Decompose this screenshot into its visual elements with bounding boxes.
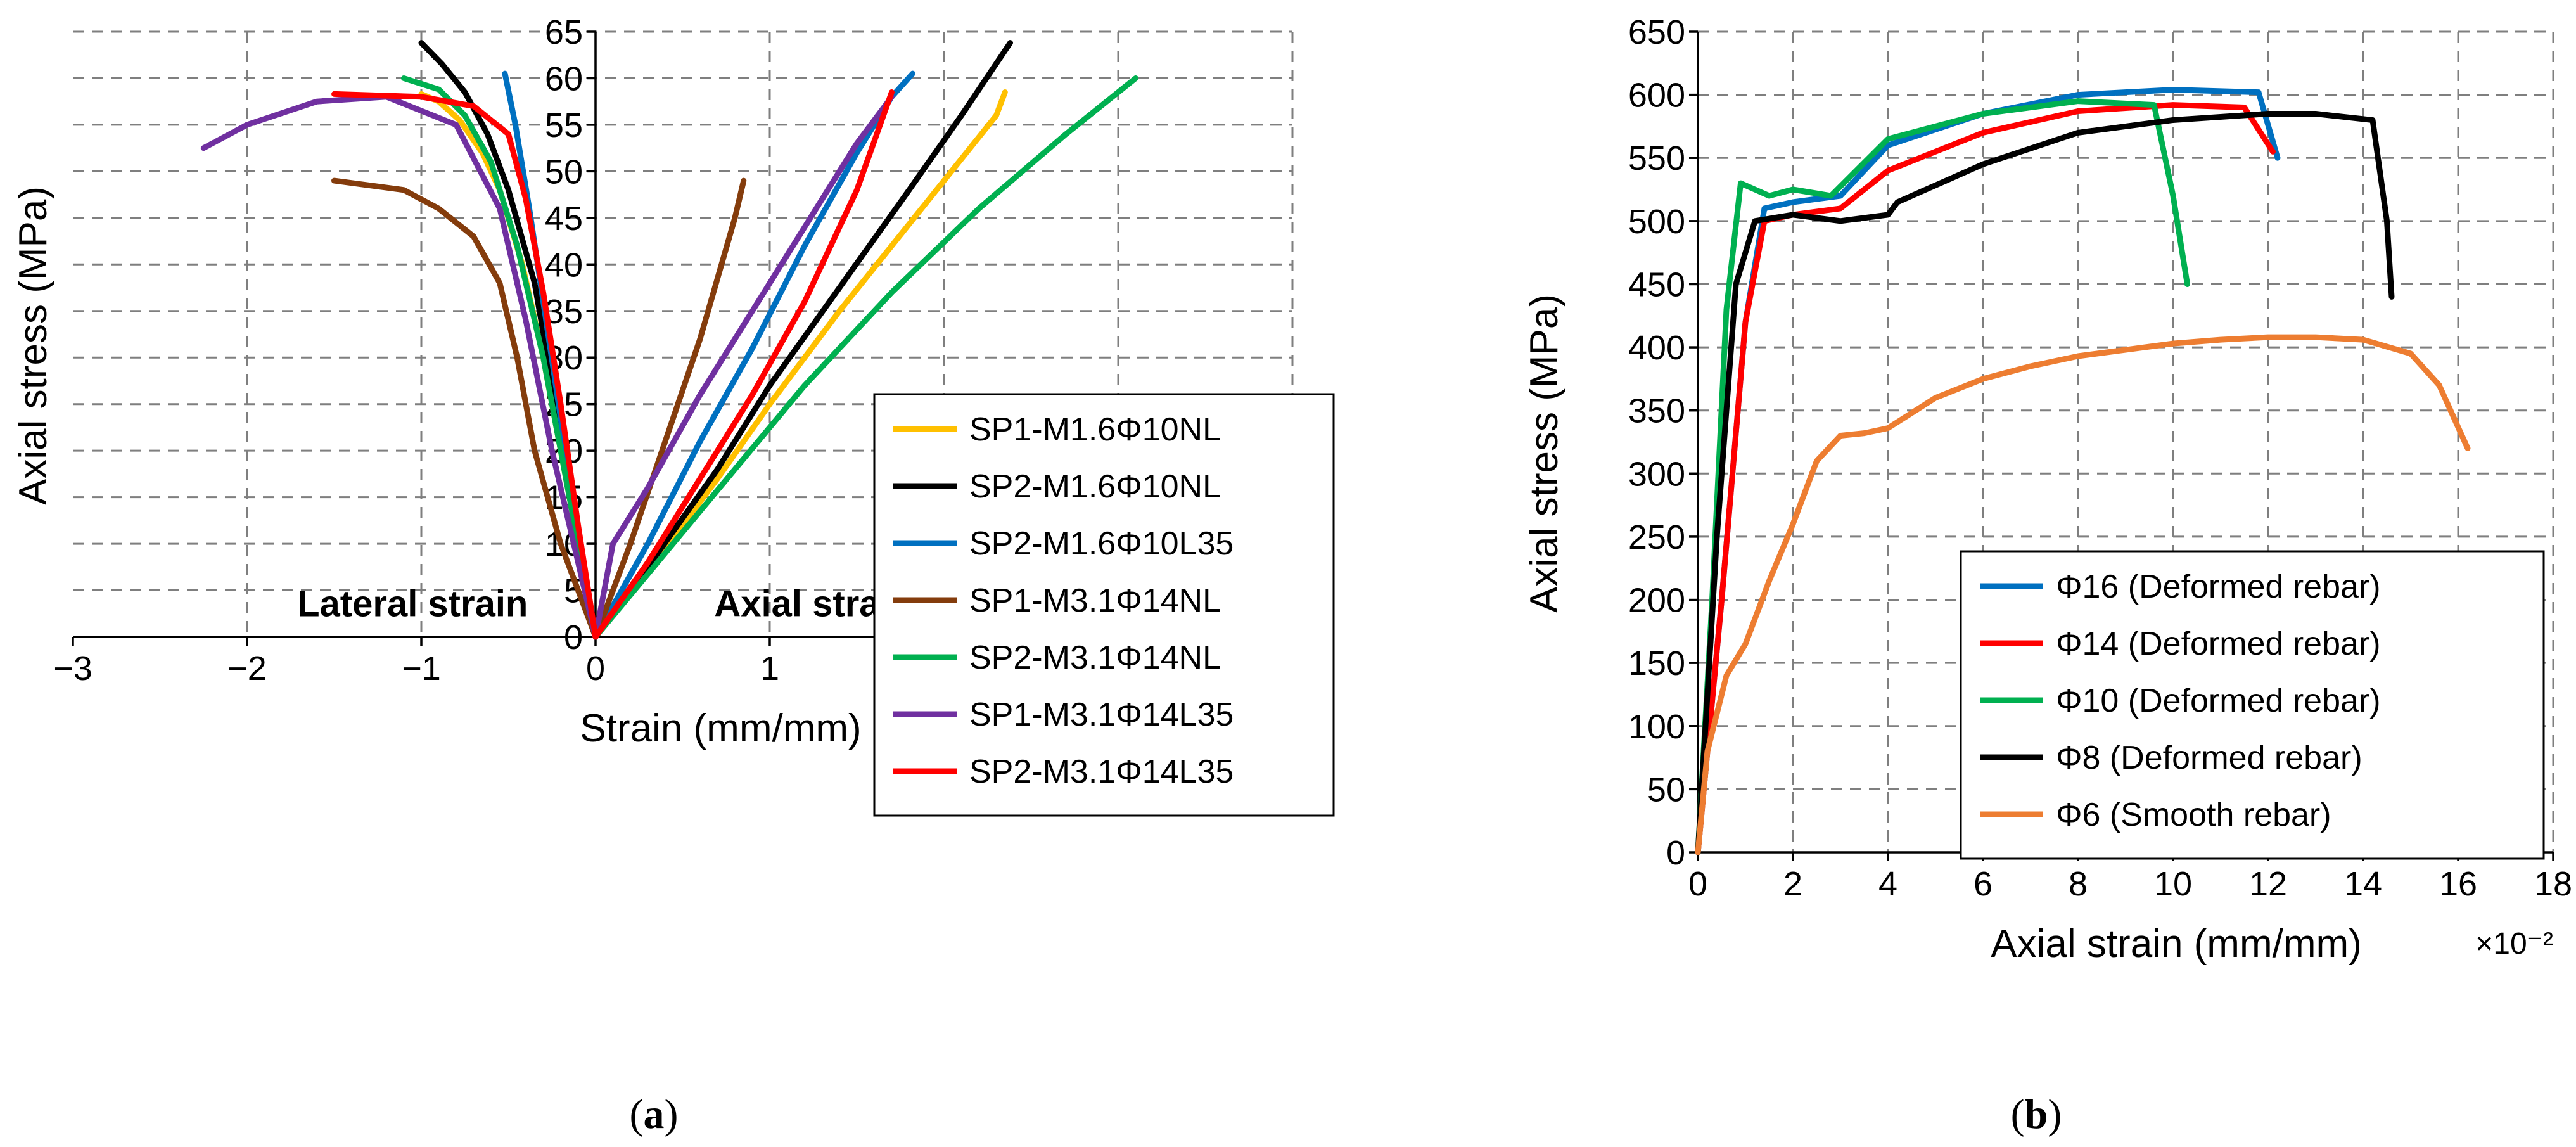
panel-a-series-lateral-line-6 <box>200 94 599 640</box>
panel-b-chart: 0 2 4 6 8 10 12 14 16 18 0 50 100 150 200 250 300 350 400 4… <box>1522 13 2572 1137</box>
panel-a-legend-box <box>873 393 1335 817</box>
panel-a-series-line-6 <box>592 94 895 640</box>
panel-b-y-tick-label: 200 <box>1628 582 1685 620</box>
panel-b-x-tick-label: 16 <box>2439 865 2477 903</box>
panel-a-y-tick-label: 0 <box>564 618 583 657</box>
panel-a-legend-label: SP2-M3.1Φ14L35 <box>969 753 1234 790</box>
panel-b-x-axis-title: Axial strain (mm/mm) <box>1991 922 2362 966</box>
panel-a-series-lateral-line-5 <box>401 75 599 640</box>
panel-a-x-tick-label: 0 <box>586 650 605 688</box>
panel-b-x-tick-label: 14 <box>2344 865 2382 903</box>
panel-a-series-lateral-line-4 <box>331 177 599 640</box>
panel-b-y-tick-label: 350 <box>1628 392 1685 430</box>
panel-b-x-tick-label: 0 <box>1688 865 1707 903</box>
panel-b-series-line-4 <box>1695 111 2395 855</box>
panel-b-y-tick-label: 600 <box>1628 77 1685 115</box>
panel-a-x-tick-label: −2 <box>227 650 267 688</box>
panel-b-caption: (b) <box>2011 1091 2062 1137</box>
panel-a-y-tick-label: 45 <box>545 200 583 238</box>
panel-a-caption: (a) <box>630 1091 679 1137</box>
panel-a-series-line-2 <box>592 40 1013 640</box>
panel-b-y-tick-label: 450 <box>1628 266 1685 304</box>
panel-a-chart: −3−2−10123405101520253035404550556065Str… <box>11 13 1335 1137</box>
panel-b-x-tick-label: 2 <box>1783 865 1802 903</box>
panel-b-x-tick-label: 8 <box>2069 865 2088 903</box>
panel-a-series-line-3 <box>592 70 915 640</box>
panel-b-legend-label: Φ10 (Deformed rebar) <box>2056 682 2381 719</box>
panel-a-legend-label: SP2-M1.6Φ10L35 <box>969 525 1234 562</box>
panel-b-x-tick-label: 12 <box>2249 865 2287 903</box>
panel-b-y-tick-label: 150 <box>1628 644 1685 682</box>
panel-b-legend-label: Φ14 (Deformed rebar) <box>2056 625 2381 662</box>
panel-a-legend-label: SP2-M1.6Φ10NL <box>969 468 1221 505</box>
panel-b-series-line-5 <box>1695 334 2471 855</box>
panel-a-x-tick-label: −3 <box>53 650 92 688</box>
panel-a-x-tick-label: 1 <box>760 650 779 688</box>
panel-a-y-tick-label: 60 <box>545 60 583 98</box>
panel-b-x-scale-multiplier: ×10⁻² <box>2475 927 2553 961</box>
panel-b-y-tick-label: 400 <box>1628 329 1685 367</box>
panel-a-series-lateral-line-7 <box>331 91 599 640</box>
panel-a-y-tick-label: 65 <box>545 13 583 51</box>
panel-b-y-tick-label: 250 <box>1628 518 1685 556</box>
panel-a-y-tick-label: 35 <box>545 293 583 331</box>
panel-b-series-line-2 <box>1695 102 2276 855</box>
panel-b-y-tick-label: 0 <box>1666 834 1685 872</box>
panel-b-x-tick-label: 6 <box>1973 865 1993 903</box>
panel-b-y-tick-label: 300 <box>1628 455 1685 493</box>
panel-b-series-line-3 <box>1695 98 2190 855</box>
panel-a-legend-label: SP1-M1.6Φ10NL <box>969 411 1221 448</box>
panel-a-series-line-4 <box>592 177 747 640</box>
panel-a-series-line-1 <box>592 89 1008 640</box>
panel-b-y-tick-label: 100 <box>1628 708 1685 746</box>
panel-a-series-line-7 <box>592 89 895 640</box>
panel-a-series-line-5 <box>592 75 1138 640</box>
panel-a-legend-label: SP1-M3.1Φ14NL <box>969 582 1221 619</box>
panel-b-y-axis-title: Axial stress (MPa) <box>1522 294 1566 613</box>
panel-b-legend-label: Φ8 (Deformed rebar) <box>2056 740 2362 776</box>
panel-b-y-tick-label: 550 <box>1628 139 1685 177</box>
panel-b-legend-box <box>1960 550 2545 860</box>
panel-a-annotation-lateral-strain: Lateral strain <box>297 584 528 625</box>
panel-b-legend-label: Φ16 (Deformed rebar) <box>2056 568 2381 605</box>
panel-a-y-axis-title: Axial stress (MPa) <box>11 186 55 505</box>
panel-a-y-tick-label: 55 <box>545 106 583 144</box>
panel-b-x-tick-label: 10 <box>2154 865 2192 903</box>
panel-a-legend-label: SP1-M3.1Φ14L35 <box>969 696 1234 733</box>
panel-a-legend-label: SP2-M3.1Φ14NL <box>969 639 1221 676</box>
panel-b-y-tick-label: 50 <box>1647 771 1685 809</box>
panel-a-x-tick-label: −1 <box>402 650 441 688</box>
panel-b-legend-label: Φ6 (Smooth rebar) <box>2056 797 2331 833</box>
panel-b-x-tick-label: 4 <box>1878 865 1897 903</box>
panel-b-y-tick-label: 650 <box>1628 13 1685 51</box>
panel-a-y-tick-label: 40 <box>545 246 583 284</box>
panel-b-x-tick-label: 18 <box>2534 865 2572 903</box>
panel-a-y-tick-label: 50 <box>545 153 583 191</box>
panel-b-y-tick-label: 500 <box>1628 203 1685 241</box>
panel-a-x-axis-title: Strain (mm/mm) <box>580 707 861 750</box>
